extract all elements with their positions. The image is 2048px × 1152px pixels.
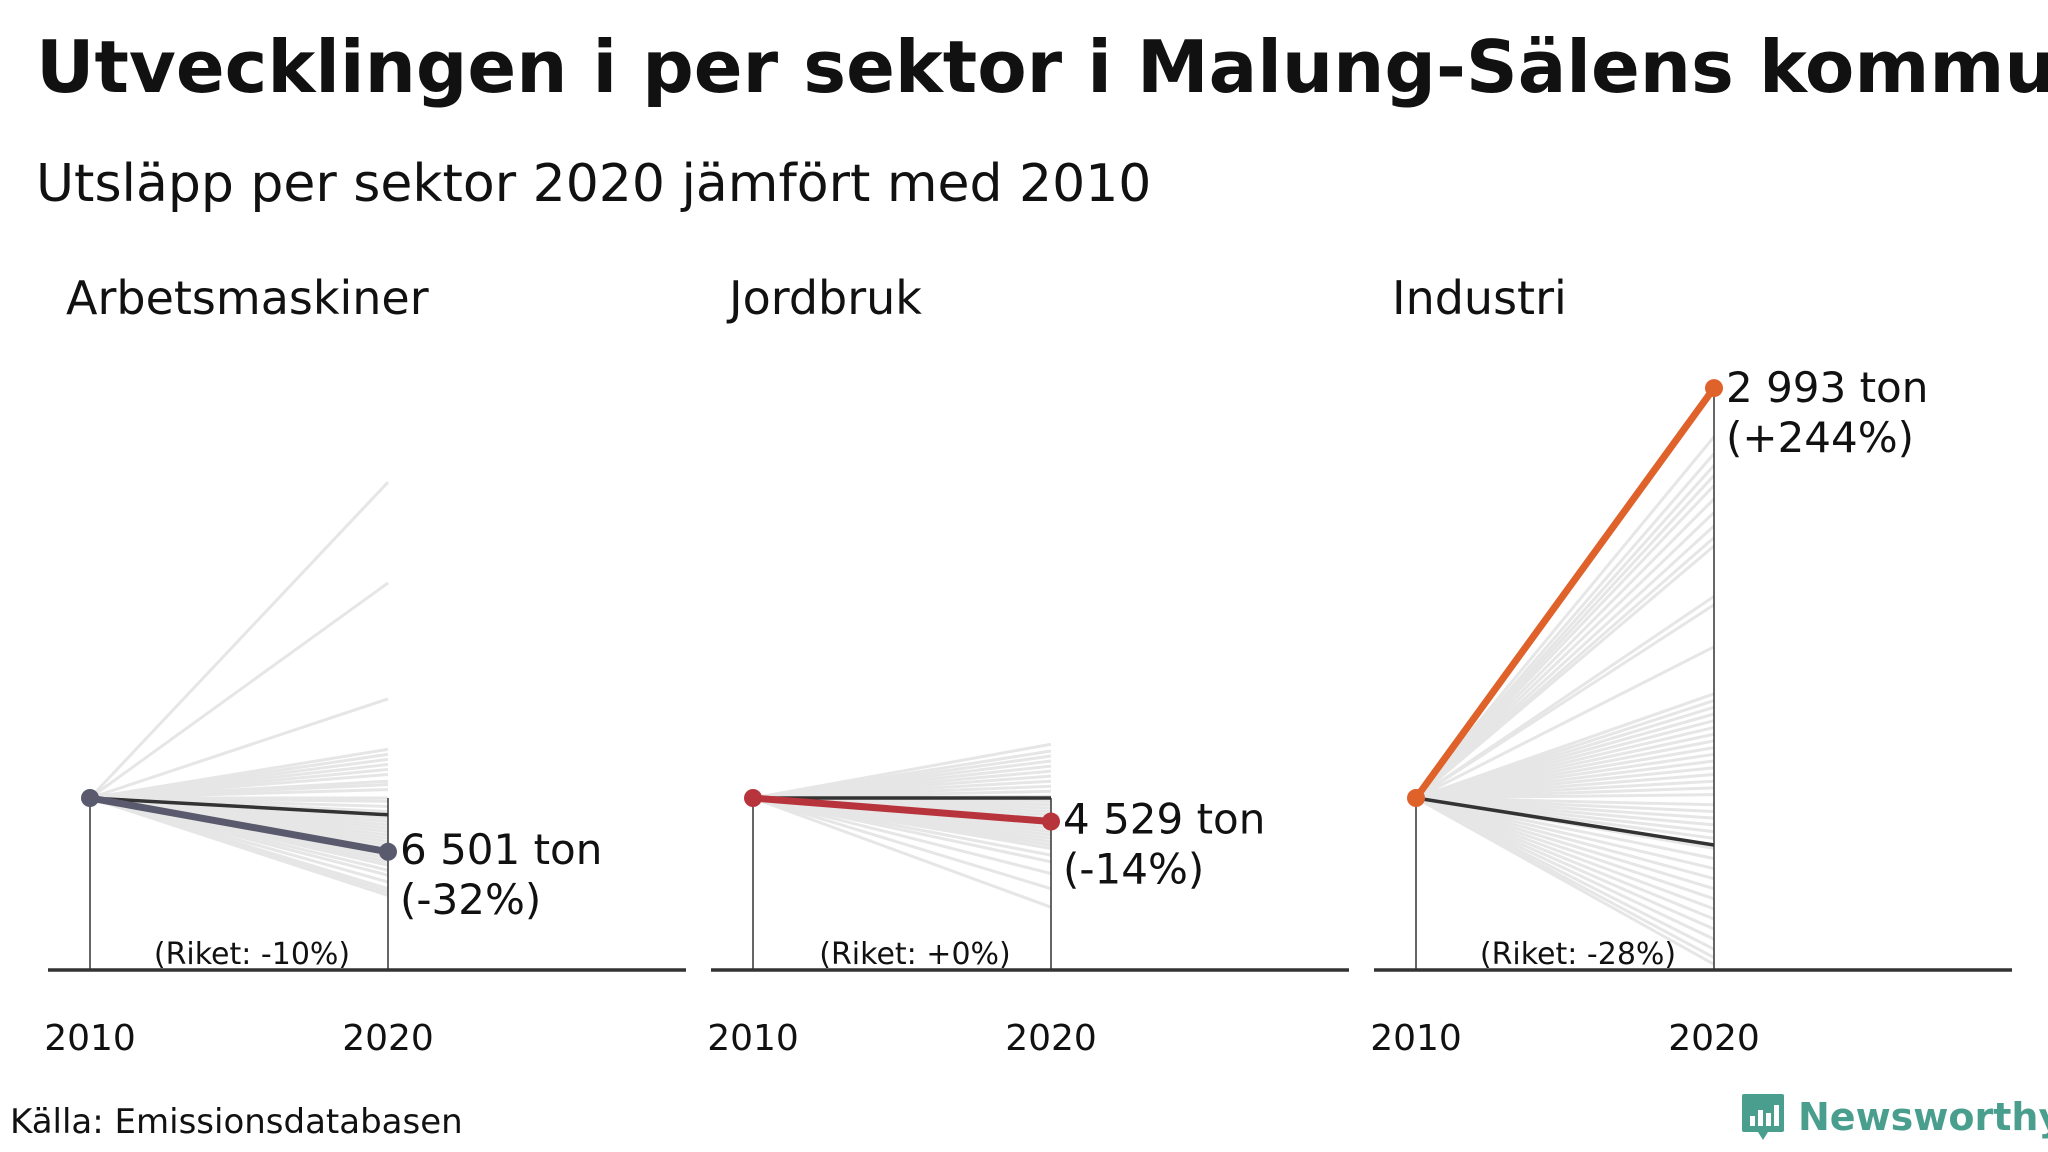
newsworthy-logo-icon: [1742, 1094, 1784, 1140]
background-line: [1414, 497, 1716, 800]
background-line: [752, 796, 1052, 864]
background-line: [89, 747, 389, 800]
background-line: [1415, 793, 1715, 800]
tick-label-2010: 2010: [707, 1018, 799, 1059]
riket-line: [1415, 796, 1715, 847]
background-line: [1415, 796, 1715, 931]
background-line: [1415, 796, 1715, 966]
background-line: [1414, 511, 1716, 800]
panel-title: Industri: [1392, 271, 1567, 325]
panel-title: Arbetsmaskiner: [66, 271, 429, 325]
page-subtitle: Utsläpp per sektor 2020 jämfört med 2010: [36, 154, 1152, 214]
point-2020: [1705, 379, 1723, 398]
highlight-line: [86, 794, 392, 856]
value-label: 6 501 ton: [400, 825, 602, 874]
point-2010: [81, 789, 99, 807]
value-label: 4 529 ton: [1063, 795, 1265, 844]
tick-label-2010: 2010: [44, 1018, 136, 1059]
background-line: [1415, 796, 1715, 921]
background-line: [89, 697, 389, 800]
change-label: (-32%): [400, 875, 541, 924]
tick-label-2020: 2020: [342, 1018, 434, 1059]
background-line: [1415, 796, 1715, 860]
background-line: [1414, 484, 1716, 800]
background-line: [752, 796, 1052, 876]
panel-title: Jordbruk: [726, 271, 922, 325]
background-line: [752, 796, 1052, 891]
background-line: [1415, 544, 1715, 800]
source-note: Källa: Emissionsdatabasen: [10, 1102, 463, 1142]
highlight-line: [1412, 384, 1718, 802]
background-line: [1415, 796, 1715, 901]
riket-label: (Riket: +0%): [819, 937, 1010, 972]
background-line: [1415, 645, 1715, 800]
riket-line: [89, 796, 389, 817]
highlight-line: [749, 794, 1055, 826]
background-line: [752, 796, 1052, 909]
point-2010: [1407, 789, 1425, 807]
brand-logo: Newsworthy: [1740, 1092, 2048, 1142]
background-line: [89, 796, 389, 897]
change-label: (+244%): [1726, 413, 1914, 462]
point-2020: [1042, 812, 1060, 831]
page-title: Utvecklingen i per sektor i Malung-Sälen…: [36, 25, 2048, 109]
background-line: [1415, 603, 1715, 800]
background-line: [1415, 796, 1715, 891]
point-2010: [744, 789, 762, 807]
change-label: (-14%): [1063, 845, 1204, 894]
riket-label: (Riket: -10%): [154, 937, 350, 972]
background-line: [88, 481, 390, 800]
background-line: [1415, 796, 1715, 911]
background-line: [89, 581, 389, 800]
background-line: [1414, 435, 1716, 799]
background-line: [1415, 796, 1715, 881]
value-label: 2 993 ton: [1726, 363, 1928, 412]
tick-label-2020: 2020: [1668, 1018, 1760, 1059]
tick-label-2010: 2010: [1370, 1018, 1462, 1059]
tick-label-2020: 2020: [1005, 1018, 1097, 1059]
point-2020: [379, 842, 397, 861]
riket-label: (Riket: -28%): [1480, 937, 1676, 972]
brand-name: Newsworthy: [1798, 1095, 2048, 1139]
background-line: [1415, 796, 1715, 871]
